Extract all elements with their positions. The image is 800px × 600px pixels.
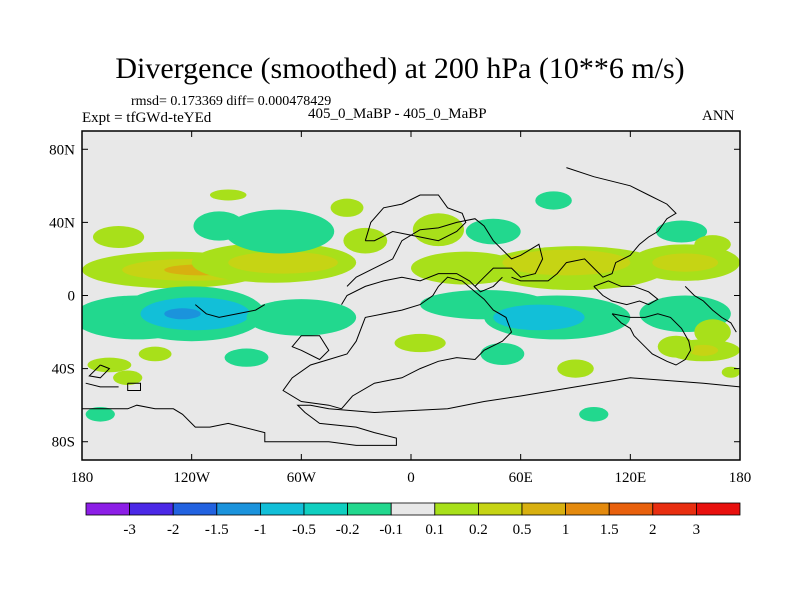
contour-region-21 bbox=[535, 191, 572, 210]
colorbar-label: -0.2 bbox=[336, 522, 360, 538]
colorbar-swatch-12 bbox=[608, 502, 654, 516]
case-label: 405_0_MaBP - 405_0_MaBP bbox=[308, 106, 487, 122]
contour-region-35 bbox=[87, 357, 132, 373]
season-label: ANN bbox=[702, 108, 735, 124]
x-tick-label: 120E bbox=[614, 470, 646, 486]
coastline-3 bbox=[282, 276, 513, 410]
colorbar-label: -1.5 bbox=[205, 522, 229, 538]
colorbar-swatch-8 bbox=[434, 502, 479, 516]
contour-region-26 bbox=[246, 299, 357, 336]
contour-region-41 bbox=[85, 406, 115, 422]
contour-region-9 bbox=[209, 189, 247, 201]
colorbar-label: 0.2 bbox=[469, 522, 488, 538]
contour-region-19 bbox=[655, 220, 708, 243]
contour-region-13 bbox=[465, 218, 521, 245]
contour-region-39 bbox=[480, 343, 525, 365]
colorbar-label: 0.5 bbox=[513, 522, 532, 538]
coastline-7 bbox=[341, 273, 503, 305]
y-axis: 80N 40N 0 40S 80S bbox=[49, 142, 740, 451]
x-tick-label: 120W bbox=[173, 470, 211, 486]
contour-regions bbox=[82, 189, 740, 422]
colorbar-label: -3 bbox=[123, 522, 136, 538]
x-tick-label: 180 bbox=[729, 470, 752, 486]
y-tick-label: 80S bbox=[52, 435, 75, 451]
coastline-0 bbox=[88, 364, 111, 379]
coastline-2 bbox=[82, 377, 740, 446]
colorbar-swatch-0 bbox=[85, 502, 130, 516]
contour-region-43 bbox=[579, 406, 609, 422]
contour-region-31 bbox=[694, 319, 731, 345]
coastline-10 bbox=[684, 286, 737, 333]
contour-region-34 bbox=[657, 335, 695, 358]
colorbar-swatch-11 bbox=[565, 502, 610, 516]
colorbar-swatch-14 bbox=[696, 502, 741, 516]
colorbar-swatch-10 bbox=[521, 502, 566, 516]
y-tick-label: 0 bbox=[68, 289, 76, 305]
colorbar-label: -2 bbox=[167, 522, 180, 538]
contour-region-42 bbox=[113, 370, 143, 386]
contour-region-37 bbox=[224, 348, 269, 367]
contour-region-20 bbox=[694, 235, 731, 254]
colorbar-label: -1 bbox=[254, 522, 267, 538]
y-tick-label: 80N bbox=[49, 142, 75, 158]
colorbar-label: -0.1 bbox=[379, 522, 403, 538]
contour-region-38 bbox=[394, 333, 446, 353]
colorbar-swatch-9 bbox=[477, 502, 523, 516]
colorbar-swatch-6 bbox=[347, 502, 392, 516]
colorbar-swatch-1 bbox=[129, 502, 174, 516]
colorbar: -3 -2 -1.5 -1 -0.5 -0.2 -0.1 0.1 0.2 0.5 1 1.5 2 3 bbox=[85, 502, 741, 538]
y-tick-label: 40S bbox=[52, 362, 75, 378]
contour-region-7 bbox=[92, 226, 145, 248]
colorbar-swatch-2 bbox=[172, 502, 218, 516]
x-tick-label: 60W bbox=[287, 470, 317, 486]
colorbar-label: -0.5 bbox=[292, 522, 316, 538]
contour-region-44 bbox=[721, 366, 740, 378]
contour-region-4 bbox=[228, 251, 338, 274]
colorbar-swatch-13 bbox=[652, 502, 697, 516]
stats-text: rmsd= 0.173369 diff= 0.000478429 bbox=[131, 94, 332, 109]
coastline-1 bbox=[127, 382, 141, 391]
x-axis: 180 120W 60W 0 60E 120E 180 bbox=[71, 131, 752, 486]
coastlines bbox=[82, 167, 740, 446]
coastline-6 bbox=[511, 167, 677, 282]
colorbar-label: 0.1 bbox=[425, 522, 444, 538]
colorbar-label: 2 bbox=[649, 522, 657, 538]
contour-region-29 bbox=[493, 304, 585, 331]
coastline-12 bbox=[291, 335, 330, 361]
colorbar-label: 1 bbox=[562, 522, 570, 538]
coastline-9 bbox=[593, 280, 659, 306]
contour-region-40 bbox=[557, 359, 594, 378]
y-tick-label: 40N bbox=[49, 215, 75, 231]
colorbar-swatch-3 bbox=[216, 502, 261, 516]
expt-label: Expt = tfGWd-teYEd bbox=[82, 110, 212, 126]
x-tick-label: 60E bbox=[509, 470, 533, 486]
x-tick-label: 180 bbox=[71, 470, 94, 486]
coastline-5 bbox=[364, 194, 467, 242]
x-tick-label: 0 bbox=[407, 470, 415, 486]
contour-region-18 bbox=[652, 253, 719, 272]
colorbar-swatch-7 bbox=[390, 502, 436, 516]
contour-region-10 bbox=[330, 198, 364, 217]
coastline-8 bbox=[611, 313, 692, 366]
contour-region-25 bbox=[164, 308, 201, 320]
coastline-11 bbox=[194, 304, 266, 318]
contour-region-6 bbox=[224, 209, 335, 254]
chart-title: Divergence (smoothed) at 200 hPa (10**6 … bbox=[115, 52, 685, 85]
colorbar-swatch-5 bbox=[303, 502, 348, 516]
colorbar-label: 3 bbox=[693, 522, 701, 538]
contour-region-36 bbox=[138, 346, 172, 362]
colorbar-swatch-4 bbox=[259, 502, 305, 516]
contour-region-33 bbox=[688, 344, 719, 356]
coastline-13 bbox=[85, 382, 119, 388]
colorbar-label: 1.5 bbox=[600, 522, 619, 538]
coastline-4 bbox=[346, 218, 544, 287]
contour-region-8 bbox=[193, 211, 245, 241]
